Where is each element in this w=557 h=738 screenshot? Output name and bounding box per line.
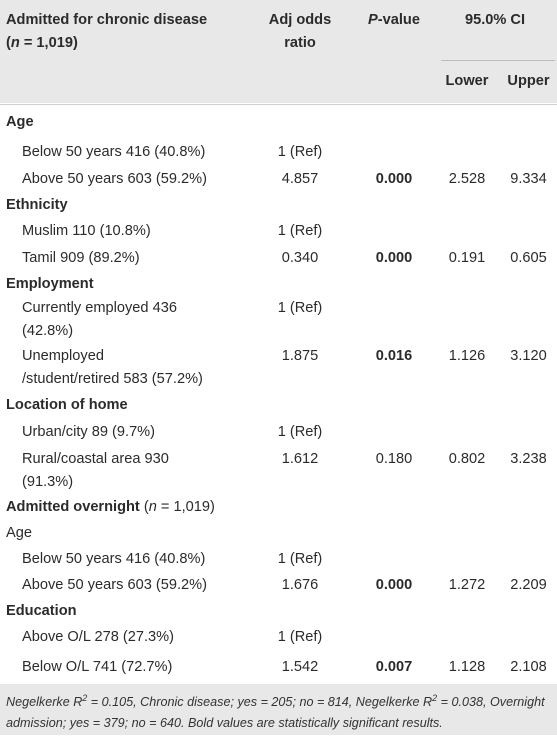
header-ci: 95.0% CI bbox=[464, 12, 526, 28]
section-header-row: Ethnicity bbox=[0, 193, 557, 218]
section-header-row: Admitted overnight (n = 1,019) bbox=[0, 495, 557, 520]
row-label: Muslim 110 (10.8%) bbox=[22, 223, 151, 239]
section-header-row: Location of home bbox=[0, 392, 557, 418]
section-label: Location of home bbox=[6, 397, 128, 413]
odds-ratio-cell: 1.676 bbox=[281, 577, 319, 593]
row-label: Rural/coastal area 930 (91.3%) bbox=[22, 451, 169, 490]
table-row: Muslim 110 (10.8%) 1 (Ref) bbox=[0, 218, 557, 245]
ci-upper-cell: 3.238 bbox=[510, 451, 547, 467]
ci-lower-cell: 1.128 bbox=[448, 659, 486, 675]
ci-upper-cell: 0.605 bbox=[510, 250, 547, 266]
header-odds-ratio: Adj odds ratio bbox=[268, 12, 332, 51]
header-p-value: P-value bbox=[368, 12, 420, 28]
section-header-row: Education bbox=[0, 598, 557, 624]
odds-ratio-cell: 4.857 bbox=[281, 171, 319, 187]
table-row: Rural/coastal area 930 (91.3%) 1.612 0.180 0… bbox=[0, 446, 557, 495]
odds-ratio-cell: 1.612 bbox=[281, 451, 319, 467]
header-ci-lower: Lower bbox=[445, 73, 489, 89]
p-value-cell: 0.016 bbox=[375, 348, 413, 364]
odds-ratio-cell: 1.875 bbox=[281, 348, 319, 364]
ci-upper-cell: 9.334 bbox=[510, 171, 547, 187]
section-header-row: Age bbox=[0, 104, 557, 140]
row-label: Above 50 years 603 (59.2%) bbox=[22, 171, 207, 187]
odds-ratio-cell: 1 (Ref) bbox=[277, 300, 323, 316]
header-population: Admitted for chronic disease (n = 1,019) bbox=[6, 12, 208, 51]
section-label: Employment bbox=[6, 276, 94, 292]
p-value-cell: 0.007 bbox=[375, 659, 413, 675]
table-row: Age bbox=[0, 520, 557, 547]
table-row: Below 50 years 416 (40.8%) 1 (Ref) bbox=[0, 547, 557, 572]
odds-ratio-cell: 0.340 bbox=[281, 250, 319, 266]
table-header: Admitted for chronic disease (n = 1,019)… bbox=[0, 0, 557, 103]
table-row: Urban/city 89 (9.7%) 1 (Ref) bbox=[0, 418, 557, 446]
odds-ratio-cell: 1 (Ref) bbox=[277, 223, 323, 239]
row-label: Below O/L 741 (72.7%) bbox=[22, 659, 173, 675]
ci-upper-cell: 3.120 bbox=[510, 348, 547, 364]
odds-ratio-cell: 1 (Ref) bbox=[277, 424, 323, 440]
table-row: Above 50 years 603 (59.2%) 1.676 0.000 1.27… bbox=[0, 572, 557, 598]
ci-lower-cell: 0.191 bbox=[448, 250, 486, 266]
p-value-cell: 0.000 bbox=[375, 171, 413, 187]
row-label: Unemployed/student/retired 583 (57.2%) bbox=[22, 348, 203, 387]
ci-lower-cell: 0.802 bbox=[448, 451, 486, 467]
section-header-row: Employment bbox=[0, 271, 557, 297]
section-label: Ethnicity bbox=[6, 197, 68, 213]
ci-lower-cell: 2.528 bbox=[448, 171, 486, 187]
table-row: Currently employed 436 (42.8%) 1 (Ref) bbox=[0, 297, 557, 343]
header-ci-upper: Upper bbox=[507, 73, 550, 89]
ci-lower-cell: 1.272 bbox=[448, 577, 486, 593]
odds-ratio-cell: 1.542 bbox=[281, 659, 319, 675]
row-label: Currently employed 436 (42.8%) bbox=[22, 300, 177, 339]
row-label: Urban/city 89 (9.7%) bbox=[22, 424, 156, 440]
odds-ratio-cell: 1 (Ref) bbox=[277, 144, 323, 160]
p-value-cell: 0.180 bbox=[375, 451, 413, 467]
footnote-text: Negelkerke R2 = 0.105, Chronic disease; … bbox=[6, 693, 545, 731]
p-value-cell: 0.000 bbox=[375, 250, 413, 266]
section-label: Age bbox=[6, 114, 34, 130]
ci-upper-cell: 2.209 bbox=[510, 577, 547, 593]
row-label: Above 50 years 603 (59.2%) bbox=[22, 577, 207, 593]
table-row: Above 50 years 603 (59.2%) 4.857 0.000 2.52… bbox=[0, 166, 557, 193]
table-footnote: Negelkerke R2 = 0.105, Chronic disease; … bbox=[0, 684, 557, 735]
odds-ratio-cell: 1 (Ref) bbox=[277, 551, 323, 567]
row-label: Tamil 909 (89.2%) bbox=[22, 250, 140, 266]
odds-ratio-cell: 1 (Ref) bbox=[277, 629, 323, 645]
table-row: Unemployed/student/retired 583 (57.2%) 1.… bbox=[0, 343, 557, 392]
p-value-cell: 0.000 bbox=[375, 577, 413, 593]
section-label: Admitted overnight (n = 1,019) bbox=[6, 499, 215, 515]
row-label: Below 50 years 416 (40.8%) bbox=[22, 551, 206, 567]
row-label: Below 50 years 416 (40.8%) bbox=[22, 144, 206, 160]
row-label: Age bbox=[6, 525, 32, 541]
ci-lower-cell: 1.126 bbox=[448, 348, 486, 364]
section-label: Education bbox=[6, 603, 77, 619]
table-row: Below 50 years 416 (40.8%) 1 (Ref) bbox=[0, 139, 557, 166]
ci-upper-cell: 2.108 bbox=[510, 659, 547, 675]
table-row: Above O/L 278 (27.3%) 1 (Ref) bbox=[0, 624, 557, 651]
row-label: Above O/L 278 (27.3%) bbox=[22, 629, 174, 645]
table-row: Tamil 909 (89.2%) 0.340 0.000 0.191 0.605 bbox=[0, 245, 557, 271]
table-row: Below O/L 741 (72.7%) 1.542 0.007 1.128 2.10… bbox=[0, 651, 557, 684]
header-ci-divider bbox=[441, 60, 555, 61]
